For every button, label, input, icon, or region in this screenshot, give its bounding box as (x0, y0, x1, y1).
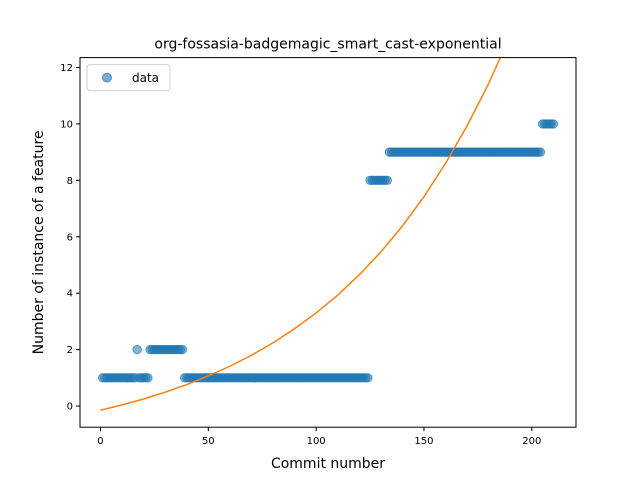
y-tick-label: 8 (67, 176, 73, 187)
x-tick-label: 150 (414, 436, 433, 447)
y-tick-label: 10 (60, 119, 73, 130)
x-axis: 0 50 100 150 200 (97, 427, 541, 447)
x-tick-label: 0 (97, 436, 103, 447)
data-point (132, 344, 142, 355)
x-tick-label: 50 (202, 436, 215, 447)
legend: data (86, 64, 171, 92)
data-point (143, 373, 153, 383)
legend-marker (102, 72, 112, 83)
data-point (382, 175, 393, 186)
axes-frame (79, 57, 577, 428)
x-axis-label: Commit number (271, 456, 385, 472)
data-point (363, 373, 373, 383)
y-tick-label: 12 (60, 63, 73, 74)
data-marks (97, 57, 559, 411)
data-point (548, 119, 559, 129)
y-axis-label: Number of instance of a feature (31, 130, 47, 354)
chart-title: org-fossasia-badgemagic_smart_cast-expon… (154, 37, 501, 53)
y-tick-label: 0 (67, 402, 73, 413)
fit-line (100, 57, 502, 411)
legend-box (86, 64, 171, 92)
plot-area (97, 57, 559, 411)
x-tick-label: 200 (522, 436, 541, 447)
legend-label: data (132, 71, 159, 85)
y-axis: 0 2 4 6 8 10 12 (60, 63, 80, 413)
y-tick-label: 6 (67, 232, 73, 243)
data-point (535, 147, 546, 157)
y-tick-label: 4 (67, 289, 73, 300)
x-tick-label: 100 (307, 436, 326, 447)
y-tick-label: 2 (67, 345, 73, 356)
data-point (177, 344, 188, 355)
